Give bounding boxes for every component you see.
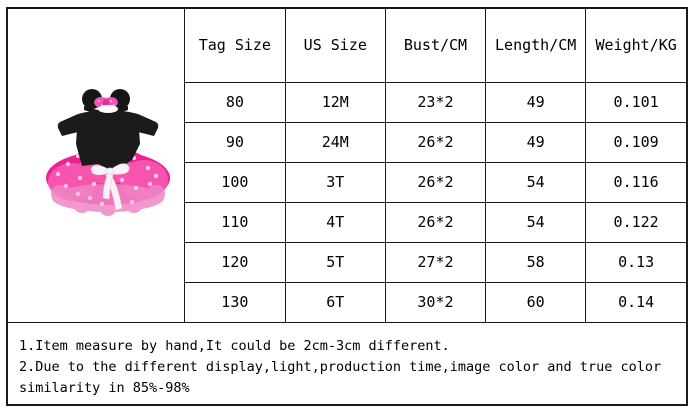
bodice-top [57,110,159,172]
table-cell: 3T [284,161,386,203]
table-cell: 12M [284,81,386,123]
measurement-notes: 1.Item measure by hand,It could be 2cm-3… [8,322,686,404]
table-cell: 6T [284,281,386,322]
top-section: Tag Size US Size Bust/CM Length/CM Weigh… [8,9,686,322]
table-cell: 60 [485,281,587,322]
table-cell: 80 [185,81,286,123]
table-header-cell: Length/CM [485,9,587,83]
table-header-row: Tag Size US Size Bust/CM Length/CM Weigh… [185,9,686,83]
table-cell: 30*2 [384,281,487,322]
table-row: 90 24M 26*2 49 0.109 [185,121,686,163]
table-cell: 49 [485,81,587,123]
table-cell: 0.109 [585,121,686,163]
table-cell: 0.122 [585,201,686,243]
note-line: 1.Item measure by hand,It could be 2cm-3… [19,338,450,354]
table-header-cell: Bust/CM [384,9,487,83]
product-photo [46,89,170,216]
size-table-wrap: Tag Size US Size Bust/CM Length/CM Weigh… [185,9,686,322]
table-row: 110 4T 26*2 54 0.122 [185,201,686,243]
table-cell: 0.101 [585,81,686,123]
table-header-cell: US Size [284,9,386,83]
waist-ribbon-bow [90,163,130,211]
table-cell: 5T [284,241,386,283]
table-cell: 54 [485,201,587,243]
table-cell: 90 [185,121,286,163]
table-cell: 130 [185,281,286,322]
table-cell: 26*2 [384,121,487,163]
neckline [98,105,118,113]
table-cell: 24M [284,121,386,163]
table-cell: 0.116 [585,161,686,203]
table-cell: 120 [185,241,286,283]
table-row: 130 6T 30*2 60 0.14 [185,281,686,322]
table-cell: 54 [485,161,587,203]
table-row: 120 5T 27*2 58 0.13 [185,241,686,283]
table-cell: 26*2 [384,161,487,203]
table-cell: 4T [284,201,386,243]
table-cell: 110 [185,201,286,243]
table-cell: 26*2 [384,201,487,243]
table-row: 100 3T 26*2 54 0.116 [185,161,686,203]
size-table: Tag Size US Size Bust/CM Length/CM Weigh… [185,9,686,322]
table-row: 80 12M 23*2 49 0.101 [185,81,686,123]
table-header-cell: Weight/KG [585,9,686,83]
size-chart-sheet: Tag Size US Size Bust/CM Length/CM Weigh… [6,7,688,406]
table-cell: 23*2 [384,81,487,123]
product-image-cell [8,9,185,322]
table-cell: 0.14 [585,281,686,322]
table-cell: 58 [485,241,587,283]
table-cell: 100 [185,161,286,203]
table-header-cell: Tag Size [185,9,286,83]
note-line: 2.Due to the different display,light,pro… [19,359,662,396]
table-cell: 0.13 [585,241,686,283]
table-cell: 27*2 [384,241,487,283]
table-cell: 49 [485,121,587,163]
